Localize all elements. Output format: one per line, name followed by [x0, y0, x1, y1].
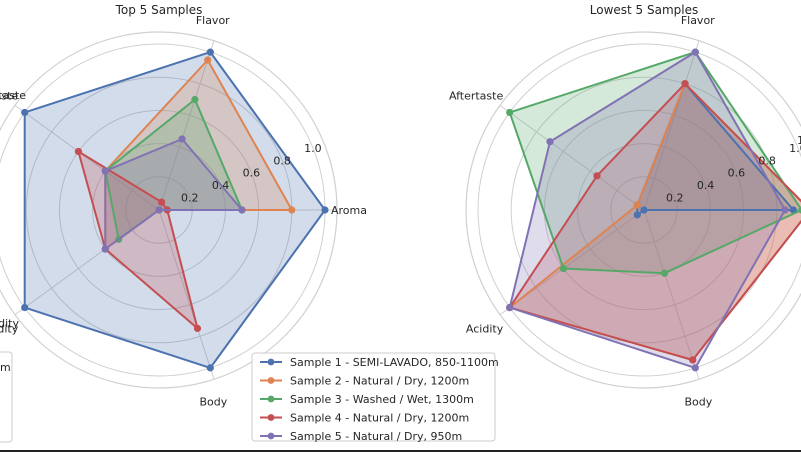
series-4-point-body — [193, 324, 202, 333]
rtick-label: 0.8 — [273, 154, 291, 167]
series-3-point-flavor — [191, 95, 199, 104]
series-fill-5 — [105, 139, 242, 249]
spoke-flavor — [643, 40, 700, 211]
series-5-point-body — [691, 364, 699, 372]
radar-chart-2: 0.2 0.4 0.6 0.8 1.0 — [465, 31, 801, 389]
axis-label-aftertaste: Aftertaste — [449, 90, 504, 103]
series-5-point-acidity — [101, 245, 109, 253]
series-2-point-aroma — [288, 206, 296, 214]
series-5-point-aftertaste — [101, 167, 109, 175]
axis-label-flavor: Flavor — [681, 14, 715, 27]
series-fill-1 — [637, 83, 794, 215]
frame-circle — [465, 31, 801, 389]
axis-label-acidity-cropped: idity — [0, 317, 19, 330]
rtick-label: 0.2 — [181, 192, 199, 205]
series-line-1 — [636, 82, 795, 216]
axis-label-flavor: Flavor — [196, 14, 230, 27]
rtick-label: 0.6 — [728, 167, 746, 180]
axis-label-aftertaste-cropped: ftertaste — [0, 89, 26, 102]
series-1-point-acidity — [633, 211, 641, 219]
rtick-label: 0.8 — [758, 154, 776, 167]
legend-marker-1 — [267, 358, 275, 366]
grid-ring-5 — [477, 43, 801, 377]
series-5-point-aroma — [781, 206, 789, 214]
spoke-body — [158, 209, 215, 380]
series-1-point-flavor — [206, 48, 214, 56]
axis-label-acidity: Acidity — [466, 322, 504, 335]
rtick-label: 0.4 — [697, 179, 715, 192]
series-fill-4 — [509, 83, 801, 360]
series-2-point-aftertaste — [633, 201, 641, 209]
series-4-point-flavor — [157, 198, 166, 206]
legend-label-2: Sample 2 - Natural / Dry, 1200m — [290, 375, 469, 388]
series-1-point-body — [206, 364, 214, 372]
series-5-point-aftertaste — [546, 138, 554, 146]
legend-marker-4 — [267, 414, 275, 421]
series-line-1 — [23, 51, 326, 369]
series-line-5 — [104, 138, 243, 250]
series-1-point-aroma — [789, 206, 798, 214]
series-3-point-aroma — [798, 206, 801, 214]
series-4-point-body — [689, 356, 697, 364]
series-1-point-body — [640, 206, 648, 214]
legend-marker-2 — [267, 377, 275, 384]
series-fill-4 — [78, 151, 198, 329]
legend-box — [251, 352, 496, 442]
series-5-point-body — [155, 206, 163, 214]
cropped-legend-text: m — [0, 361, 11, 374]
legend-label-5: Sample 5 - Natural / Dry, 950m — [290, 430, 462, 443]
series-fill-3 — [105, 99, 242, 240]
series-5-point-flavor — [178, 135, 186, 143]
series-3-point-acidity — [559, 264, 568, 273]
chart-title-2: Lowest 5 Samples — [590, 3, 698, 17]
series-fill-2 — [105, 60, 292, 249]
series-1-point-aftertaste — [21, 108, 29, 117]
series-4-point-aftertaste — [593, 172, 601, 180]
legend-marker-5 — [267, 432, 275, 440]
axis-label-body: Body — [199, 395, 227, 408]
legend-label-1: Sample 1 - SEMI-LAVADO, 850-1100m — [290, 356, 499, 369]
cropped-legend-box — [0, 351, 13, 443]
legend: Sample 1 - SEMI-LAVADO, 850-1100m Sample … — [251, 352, 499, 443]
axis-label-acidity: Acidity — [0, 322, 19, 335]
bottom-rule — [0, 450, 801, 452]
rtick-label: 0.2 — [666, 192, 684, 205]
series-1-point-acidity — [21, 303, 29, 312]
series-5-point-flavor — [691, 48, 699, 56]
series-5-point-aroma — [238, 206, 246, 214]
legend-label-3: Sample 3 - Washed / Wet, 1300m — [290, 393, 474, 406]
spoke-flavor — [158, 40, 215, 211]
series-line-4 — [508, 82, 801, 361]
series-2-point-flavor — [204, 56, 212, 64]
rtick-label: 0.6 — [243, 167, 261, 180]
axis-label-aroma: Aroma — [331, 204, 367, 217]
axis-label-body: Body — [684, 395, 712, 408]
spoke-aftertaste — [499, 104, 645, 211]
series-fill-2 — [509, 83, 801, 360]
legend-label-4: Sample 4 - Natural / Dry, 1200m — [290, 412, 469, 425]
series-4-point-aftertaste — [74, 147, 83, 156]
cropped-legend-fragment: m — [0, 351, 13, 443]
rtick-label: 1.0 — [789, 142, 801, 155]
radar-chart-1: 0.2 0.4 0.6 0.8 1.0 — [0, 31, 338, 389]
spoke-body — [643, 209, 700, 380]
series-3-point-body — [660, 269, 669, 277]
series-3-point-aftertaste — [506, 108, 514, 117]
rtick-label: 0.4 — [212, 179, 230, 192]
chart-title-1: Top 5 Samples — [115, 3, 203, 17]
series-5-point-acidity — [506, 303, 514, 312]
rtick-label: 1.0 — [304, 142, 322, 155]
series-line-5 — [508, 51, 787, 369]
series-line-3 — [508, 51, 801, 275]
axis-label-aftertaste: Aftertaste — [0, 90, 18, 103]
series-1-point-aroma — [321, 206, 329, 214]
rtick-label-cropped: 1 — [797, 134, 801, 147]
legend-marker-3 — [267, 395, 275, 403]
series-4-point-flavor — [681, 80, 689, 88]
series-fill-3 — [509, 52, 801, 274]
